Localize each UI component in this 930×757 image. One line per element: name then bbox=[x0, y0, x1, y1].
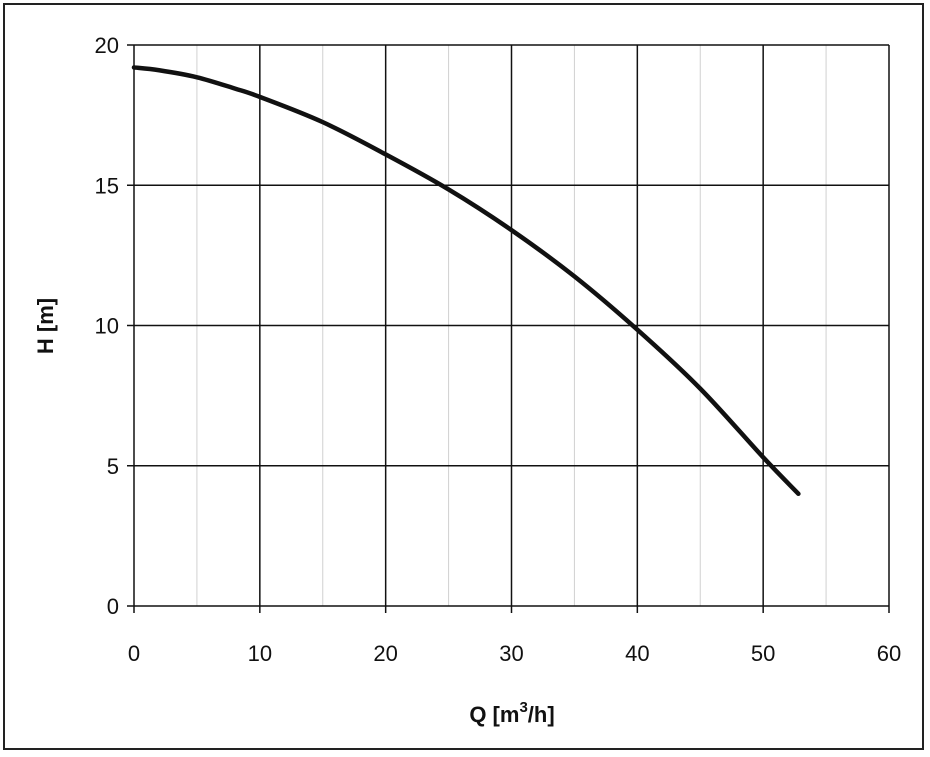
x-tick-label: 40 bbox=[625, 641, 649, 666]
y-axis-title: H [m] bbox=[33, 298, 58, 354]
x-tick-label: 10 bbox=[248, 641, 272, 666]
curve-layer bbox=[131, 65, 801, 497]
y-tick-label: 20 bbox=[95, 33, 119, 58]
x-tick-label: 30 bbox=[499, 641, 523, 666]
y-tick-label: 5 bbox=[107, 454, 119, 479]
y-tick-label: 0 bbox=[107, 594, 119, 619]
x-axis-title-superscript: 3 bbox=[519, 699, 527, 716]
chart-frame bbox=[3, 3, 924, 750]
y-tick-label: 15 bbox=[95, 173, 119, 198]
y-tick-label: 10 bbox=[95, 314, 119, 339]
x-axis-title: Q [m3/h] bbox=[469, 699, 554, 727]
x-tick-label: 60 bbox=[877, 641, 901, 666]
x-tick-label: 20 bbox=[373, 641, 397, 666]
x-tick-labels: 0 10 20 30 40 50 60 bbox=[128, 641, 901, 666]
axes bbox=[127, 44, 890, 613]
x-tick-label: 50 bbox=[751, 641, 775, 666]
major-gridlines bbox=[134, 44, 890, 606]
x-tick-label: 0 bbox=[128, 641, 140, 666]
x-axis-title-unit: /h] bbox=[528, 702, 555, 727]
y-tick-labels: 0 5 10 15 20 bbox=[95, 33, 119, 619]
x-axis-title-main: Q [m bbox=[469, 702, 519, 727]
pump-curve-line bbox=[131, 65, 801, 497]
